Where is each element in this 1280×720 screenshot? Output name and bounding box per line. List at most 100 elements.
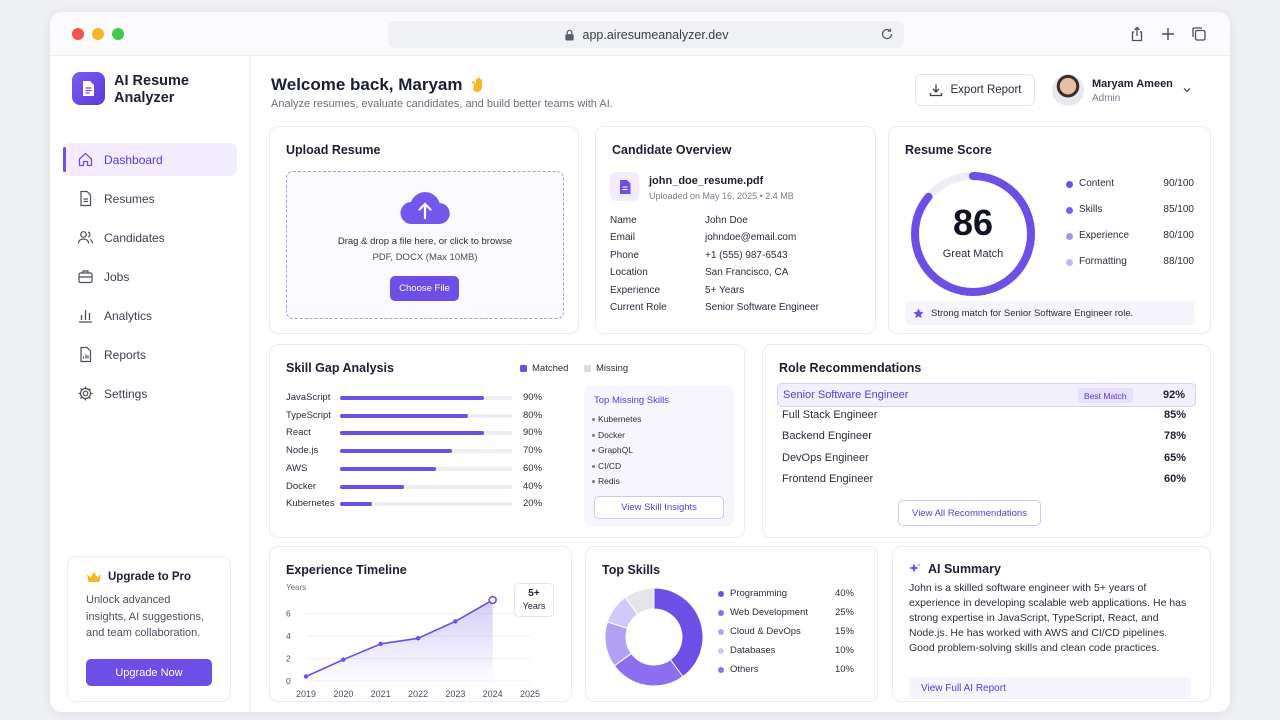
field-key: Email: [610, 232, 636, 243]
upload-resume-card: Upload Resume Drag & drop a file here, o…: [269, 126, 579, 334]
score-row: Formatting 88/100: [1066, 256, 1194, 270]
skill-percent: 90%: [523, 427, 543, 439]
skill-gap-card: Skill Gap Analysis Matched Missing JavaS…: [269, 344, 745, 538]
legend-dot: [718, 667, 724, 673]
score-value: 90/100: [1163, 178, 1194, 189]
tabs-overview-icon[interactable]: [1191, 26, 1207, 42]
close-window-button[interactable]: [72, 28, 84, 40]
missing-skills-panel: Top Missing Skills Kubernetes Docker Graph…: [584, 386, 734, 526]
skill-track: [340, 466, 512, 471]
donut-slice: [653, 587, 704, 678]
score-label: Content: [1079, 178, 1115, 189]
legend-label: Databases: [730, 645, 776, 656]
role-row[interactable]: Full Stack Engineer 85%: [777, 404, 1196, 428]
download-icon: [929, 84, 942, 97]
score-label: Experience: [1079, 230, 1130, 241]
file-name[interactable]: john_doe_resume.pdf: [649, 175, 764, 187]
role-row[interactable]: Senior Software Engineer Best Match 92%: [777, 383, 1196, 407]
bullet-dot: [592, 418, 595, 421]
browser-window: app.airesumeanalyzer.dev AI Resume Analy…: [50, 12, 1230, 712]
legend-value: 25%: [834, 607, 854, 618]
page-title: Welcome back, Maryam: [271, 75, 487, 95]
ai-summary-title-text: AI Summary: [928, 562, 1001, 576]
document-icon: [80, 190, 92, 207]
skill-fill: [340, 466, 436, 471]
experience-badge: 5+ Years: [514, 583, 554, 617]
field-key: Current Role: [610, 302, 667, 313]
field-key: Experience: [610, 285, 661, 296]
score-label: Skills: [1079, 204, 1103, 215]
skill-percent: 80%: [523, 409, 543, 421]
legend-dot: [718, 610, 724, 616]
resume-dropzone[interactable]: Drag & drop a file here, or click to bro…: [286, 171, 564, 319]
chevron-down-icon[interactable]: [1182, 85, 1192, 95]
reload-icon[interactable]: [880, 27, 894, 41]
field-value: Senior Software Engineer: [705, 302, 819, 313]
ai-summary-title: AI Summary: [909, 562, 1001, 576]
score-label: Formatting: [1079, 256, 1127, 267]
pdf-file-icon: [610, 172, 639, 201]
legend-label: Programming: [730, 588, 788, 599]
share-icon[interactable]: [1129, 26, 1145, 42]
role-row[interactable]: Frontend Engineer 60%: [777, 468, 1196, 492]
role-row[interactable]: DevOps Engineer 65%: [777, 447, 1196, 471]
address-bar[interactable]: app.airesumeanalyzer.dev: [388, 21, 904, 48]
sidebar-item-settings[interactable]: Settings: [63, 377, 237, 410]
sidebar-item-candidates[interactable]: Candidates: [63, 221, 237, 254]
score-value: 88/100: [1163, 256, 1194, 267]
legend-label: Web Development: [730, 607, 808, 618]
waving-hand-icon: [471, 77, 482, 92]
sidebar-item-resumes[interactable]: Resumes: [63, 182, 237, 215]
sidebar-item-label: Candidates: [104, 230, 165, 245]
score-dot: [1066, 233, 1073, 240]
upgrade-card: Upgrade to Pro Unlock advanced insights,…: [67, 556, 231, 702]
field-value: +1 (555) 987-6543: [705, 250, 788, 261]
avatar[interactable]: [1052, 74, 1084, 106]
upgrade-now-button[interactable]: Upgrade Now: [86, 659, 212, 686]
skill-percent: 60%: [523, 462, 543, 474]
sidebar-item-reports[interactable]: Reports: [63, 338, 237, 371]
skill-percent: 20%: [523, 498, 543, 510]
legend-label: Cloud & DevOps: [730, 626, 801, 637]
skill-percent: 40%: [523, 480, 543, 492]
missing-skill-item: CI/CD: [598, 460, 622, 471]
experience-badge-value: 5+: [528, 588, 540, 599]
legend-matched-label: Matched: [532, 363, 569, 374]
legend-dot: [718, 629, 724, 635]
skill-row: TypeScript 80%: [286, 410, 546, 422]
role-row[interactable]: Backend Engineer 78%: [777, 425, 1196, 449]
skill-name: Docker: [286, 480, 317, 492]
resume-score-card: Resume Score 86 Great Match Content 90/10…: [888, 126, 1211, 334]
experience-badge-unit: Years: [522, 601, 546, 611]
skill-track: [340, 502, 512, 507]
score-row: Content 90/100: [1066, 178, 1194, 192]
roles-title: Role Recommendations: [779, 361, 922, 375]
skill-legend-item: Cloud & DevOps 15%: [718, 626, 854, 639]
field-key: Phone: [610, 250, 639, 261]
maximize-window-button[interactable]: [112, 28, 124, 40]
sparkle-icon: [909, 563, 921, 573]
role-recommendations-card: Role Recommendations Senior Software Eng…: [762, 344, 1211, 538]
timeline-chart: Years 0 2 4 6 2019 2020 2021 2022 2023 2024 2025: [286, 583, 540, 699]
pdf-document-icon: [619, 179, 630, 194]
skill-name: React: [286, 427, 311, 439]
legend-value: 15%: [834, 626, 854, 637]
legend-value: 10%: [834, 664, 854, 675]
x-tick-label: 2019: [296, 689, 316, 699]
x-tick-label: 2023: [445, 689, 465, 699]
best-match-badge: Best Match: [1078, 388, 1133, 403]
dropzone-text: Drag & drop a file here, or click to bro…: [337, 236, 513, 247]
sidebar-item-dashboard[interactable]: Dashboard: [63, 143, 237, 176]
export-report-button[interactable]: Export Report: [915, 74, 1035, 106]
view-full-ai-report-button[interactable]: View Full AI Report: [909, 677, 1191, 699]
choose-file-button[interactable]: Choose File: [390, 276, 459, 301]
sidebar: AI Resume Analyzer Dashboard Resumes Can…: [50, 56, 250, 712]
new-tab-icon[interactable]: [1160, 26, 1176, 42]
legend-matched: Matched: [520, 363, 568, 374]
view-all-recommendations-button[interactable]: View All Recommendations: [898, 500, 1041, 526]
y-tick-label: 0: [286, 676, 291, 686]
sidebar-item-analytics[interactable]: Analytics: [63, 299, 237, 332]
sidebar-item-jobs[interactable]: Jobs: [63, 260, 237, 293]
minimize-window-button[interactable]: [92, 28, 104, 40]
view-skill-insights-button[interactable]: View Skill Insights: [594, 496, 724, 519]
